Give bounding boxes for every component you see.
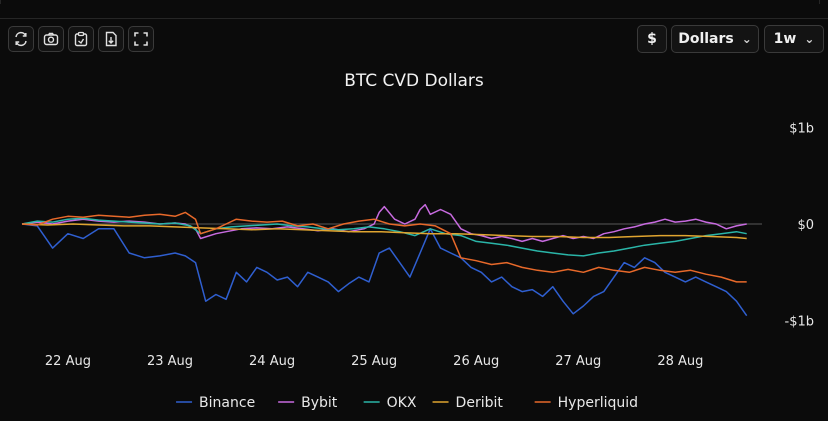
interval-select[interactable]: 1w ⌄: [764, 25, 824, 53]
y-tick-label: $1b: [789, 121, 814, 136]
x-tick-label: 22 Aug: [45, 354, 91, 369]
currency-button[interactable]: $: [637, 25, 667, 53]
cvd-chart: BTC CVD Dollars $1b $0 -$1b 22 Aug 23 Aug 24…: [21, 71, 815, 411]
series-line-okx: [21, 217, 747, 257]
x-axis-ticks: 22 Aug 23 Aug 24 Aug 25 Aug 26 Aug 27 Aug 28 A…: [45, 354, 703, 369]
unit-select[interactable]: Dollars ⌄: [671, 25, 759, 53]
y-tick-label: -$1b: [785, 315, 815, 330]
currency-symbol: $: [647, 31, 657, 47]
x-tick-label: 25 Aug: [351, 354, 397, 369]
x-tick-label: 26 Aug: [453, 354, 499, 369]
legend-label-deribit[interactable]: Deribit: [456, 395, 504, 411]
x-tick-label: 23 Aug: [147, 354, 193, 369]
series-line-hyperliquid: [21, 211, 747, 283]
x-tick-label: 28 Aug: [657, 354, 703, 369]
legend-label-okx[interactable]: OKX: [387, 395, 417, 411]
expand-icon: [134, 32, 148, 46]
top-frame: [0, 0, 828, 20]
camera-icon: [43, 32, 59, 46]
chart-title: BTC CVD Dollars: [344, 71, 484, 91]
refresh-button[interactable]: [8, 26, 34, 52]
series-line-binance: [21, 223, 748, 317]
file-download-icon: [105, 31, 117, 47]
y-axis-ticks: $1b $0 -$1b: [785, 121, 815, 329]
fullscreen-button[interactable]: [128, 26, 154, 52]
series-line-deribit: [21, 223, 747, 240]
chart-area: BTC CVD Dollars $1b $0 -$1b 22 Aug 23 Aug 24…: [0, 58, 828, 421]
unit-select-value: Dollars: [678, 31, 734, 47]
legend-label-binance[interactable]: Binance: [199, 395, 255, 411]
x-tick-label: 24 Aug: [249, 354, 295, 369]
y-tick-label: $0: [797, 218, 814, 233]
refresh-icon: [15, 31, 27, 47]
legend: Binance Bybit OKX Deribit Hyperliquid: [176, 395, 638, 411]
x-tick-label: 27 Aug: [555, 354, 601, 369]
chevron-down-icon: ⌄: [741, 32, 752, 46]
download-button[interactable]: [98, 26, 124, 52]
clipboard-icon: [74, 31, 88, 47]
chevron-down-icon: ⌄: [804, 32, 815, 46]
series-lines: [21, 203, 748, 317]
legend-label-hyperliquid[interactable]: Hyperliquid: [558, 395, 638, 411]
interval-select-value: 1w: [773, 31, 797, 47]
legend-label-bybit[interactable]: Bybit: [301, 395, 338, 411]
screenshot-button[interactable]: [38, 26, 64, 52]
chart-toolbar: $ Dollars ⌄ 1w ⌄: [0, 20, 828, 58]
copy-button[interactable]: [68, 26, 94, 52]
